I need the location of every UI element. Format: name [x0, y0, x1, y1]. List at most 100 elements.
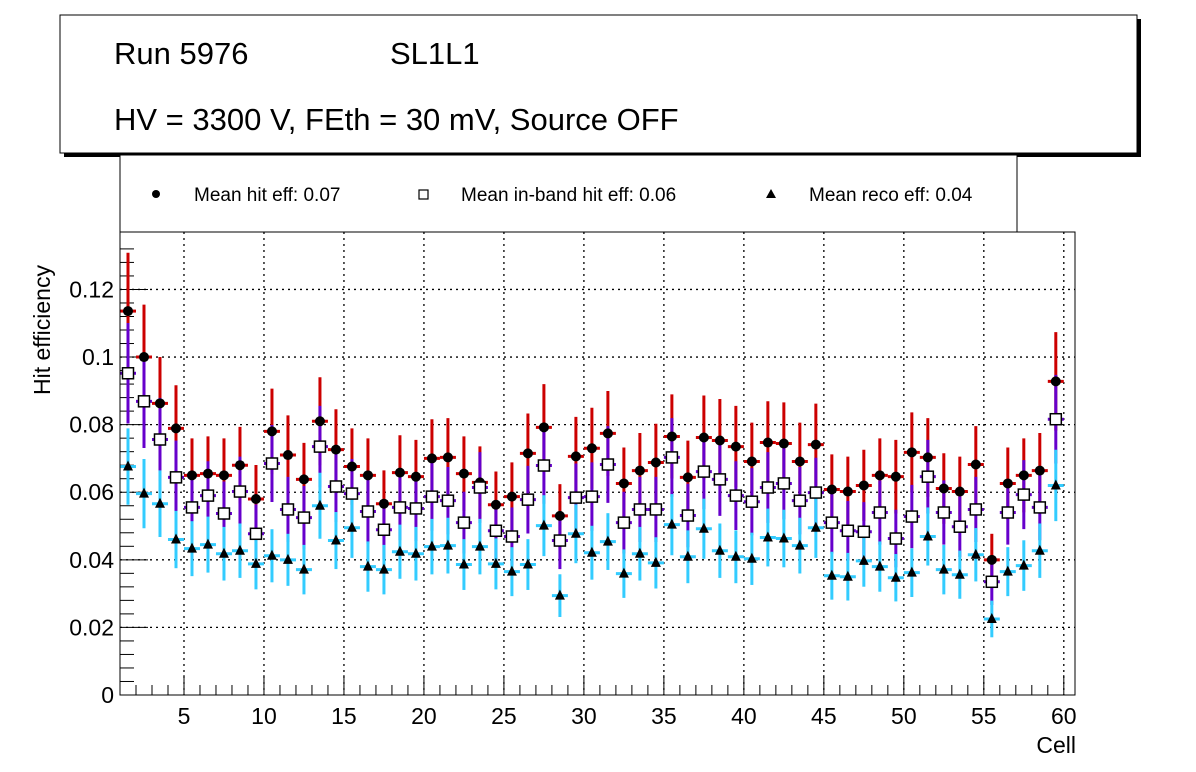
- conditions-label: HV = 3300 V, FEth = 30 mV, Source OFF: [114, 102, 679, 137]
- data-point-inband: [345, 487, 359, 500]
- data-point-inband: [121, 367, 135, 380]
- data-point-reco: [698, 522, 709, 533]
- data-point-reco: [570, 527, 581, 538]
- data-point-inband: [409, 502, 423, 515]
- data-point-hit: [794, 456, 805, 467]
- data-point-inband: [569, 491, 583, 504]
- data-point-reco: [602, 535, 613, 546]
- data-point-reco: [986, 612, 997, 623]
- data-point-hit: [490, 499, 501, 510]
- data-point-inband: [297, 511, 311, 524]
- data-point-reco: [650, 556, 661, 567]
- data-point-inband: [1001, 506, 1015, 519]
- data-point-inband: [265, 457, 279, 470]
- data-point-hit: [890, 471, 901, 482]
- data-point-inband: [217, 507, 231, 520]
- data-point-inband: [153, 433, 167, 446]
- data-point-reco: [842, 570, 853, 581]
- data-point-hit: [970, 459, 981, 470]
- x-tick-label: 20: [411, 703, 437, 729]
- data-point-hit: [522, 448, 533, 459]
- data-point-inband: [1033, 501, 1047, 514]
- data-point-inband: [585, 490, 599, 503]
- legend-reco-marker: [766, 189, 776, 198]
- data-point-inband: [777, 477, 791, 490]
- data-point-hit: [858, 480, 869, 491]
- data-point-hit: [922, 452, 933, 463]
- data-point-hit: [506, 491, 517, 502]
- data-point-inband: [521, 493, 535, 506]
- layer-label: SL1L1: [390, 36, 480, 71]
- data-point-reco: [730, 550, 741, 561]
- data-point-hit: [826, 484, 837, 495]
- data-point-hit: [218, 470, 229, 481]
- data-point-reco: [186, 542, 197, 553]
- title-box: Run 5976 SL1L1 HV = 3300 V, FEth = 30 mV…: [59, 14, 1141, 157]
- data-point-hit: [122, 306, 133, 317]
- data-point-reco: [634, 547, 645, 558]
- x-axis-label: Cell: [1036, 732, 1076, 758]
- data-point-hit: [810, 439, 821, 450]
- data-point-inband: [873, 506, 887, 519]
- data-point-hit: [314, 416, 325, 427]
- data-point-hit: [442, 452, 453, 463]
- data-point-reco: [794, 539, 805, 550]
- data-point-reco: [330, 534, 341, 545]
- data-point-reco: [314, 499, 325, 510]
- y-tick-label: 0.1: [82, 344, 114, 370]
- data-point-reco: [922, 530, 933, 541]
- data-point-inband: [857, 525, 871, 539]
- data-point-hit: [906, 447, 917, 458]
- x-tick-label: 25: [491, 703, 517, 729]
- data-point-reco: [266, 549, 277, 560]
- data-point-hit: [1018, 470, 1029, 481]
- y-tick-label: 0.04: [69, 547, 114, 573]
- y-tick-label: 0: [101, 682, 114, 708]
- data-point-hit: [266, 426, 277, 437]
- data-point-hit: [1050, 376, 1061, 387]
- data-point-hit: [346, 461, 357, 472]
- data-point-reco: [218, 547, 229, 558]
- data-point-inband: [825, 516, 839, 529]
- data-point-reco: [682, 550, 693, 561]
- data-point-hit: [378, 498, 389, 509]
- data-point-reco: [554, 589, 565, 600]
- data-point-inband: [185, 501, 199, 514]
- data-point-hit: [634, 465, 645, 476]
- legend-hit-label: Mean hit eff: 0.07: [194, 185, 340, 206]
- data-point-hit: [746, 456, 757, 467]
- legend: Mean hit eff: 0.07 Mean in-band hit eff:…: [119, 154, 1018, 233]
- legend-inband-marker: [418, 189, 429, 200]
- data-point-inband: [1049, 412, 1063, 426]
- data-point-inband: [425, 490, 439, 503]
- data-point-hit: [602, 428, 613, 439]
- data-point-hit: [202, 468, 213, 479]
- data-point-reco: [890, 571, 901, 582]
- data-point-hit: [954, 486, 965, 497]
- data-point-inband: [393, 501, 407, 514]
- data-point-hit: [250, 493, 261, 504]
- data-point-reco: [138, 487, 149, 498]
- data-point-inband: [697, 465, 711, 478]
- legend-inband-label: Mean in-band hit eff: 0.06: [461, 185, 676, 206]
- data-point-reco: [298, 563, 309, 574]
- data-point-inband: [313, 440, 327, 453]
- x-tick-label: 40: [731, 703, 757, 729]
- plot-area: 5 10 15 20 25 30 35 40 45 50 55 60 0 0.02 0.04 0.06 0.08…: [69, 231, 1077, 729]
- data-point-hit: [730, 441, 741, 452]
- x-tick-label: 45: [811, 703, 837, 729]
- data-point-reco: [954, 568, 965, 579]
- data-point-hit: [234, 460, 245, 471]
- plot-frame: [119, 231, 1076, 696]
- data-point-hit: [650, 457, 661, 468]
- data-point-reco: [426, 540, 437, 551]
- data-point-inband: [761, 481, 775, 494]
- data-point-inband: [249, 527, 263, 541]
- data-point-inband: [905, 510, 919, 523]
- data-point-inband: [745, 495, 759, 508]
- data-point-reco: [250, 557, 261, 568]
- data-point-reco: [586, 546, 597, 557]
- data-point-inband: [281, 503, 295, 516]
- x-tick-label: 10: [251, 703, 277, 729]
- data-point-inband: [377, 523, 391, 536]
